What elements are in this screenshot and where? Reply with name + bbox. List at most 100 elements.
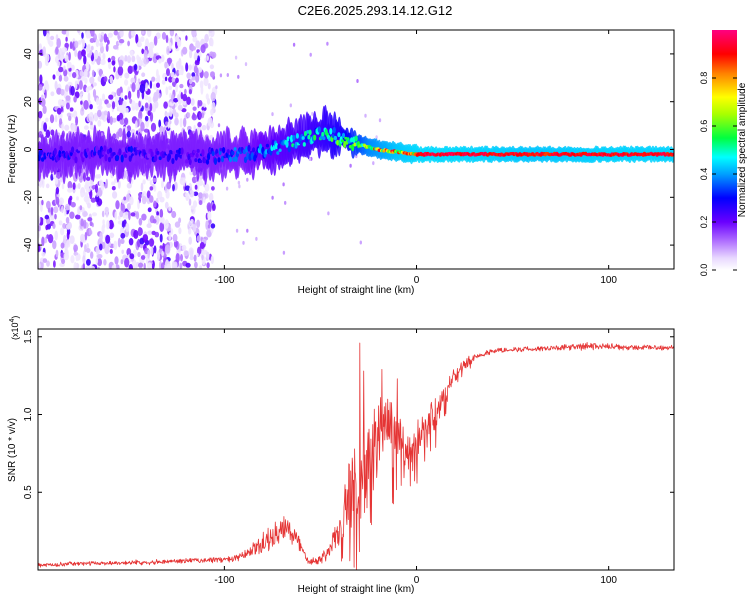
heat-noise-cell xyxy=(148,50,154,59)
heat-noise-cell xyxy=(131,82,136,93)
heat-noise-cell xyxy=(282,182,285,187)
heat-ridge-cell xyxy=(102,150,106,156)
heat-noise-cell xyxy=(74,40,79,49)
heat-noise-cell xyxy=(178,69,184,75)
heat-ridge-cell xyxy=(41,157,45,162)
heat-noise-cell xyxy=(69,41,73,50)
heat-ridge-cell xyxy=(247,144,251,152)
heat-ridge-cell xyxy=(321,131,325,137)
heat-ridge-cell xyxy=(228,156,233,163)
heat-noise-cell xyxy=(182,93,188,102)
heat-ridge-cell xyxy=(242,149,246,155)
heat-noise-cell xyxy=(198,180,204,186)
heat-noise-cell xyxy=(82,39,86,48)
heat-ridge-cell xyxy=(226,149,230,154)
heat-noise-cell xyxy=(161,79,166,85)
heat-noise-cell xyxy=(95,97,100,106)
heat-noise-cell xyxy=(206,229,212,238)
y-tick-label: 20 xyxy=(23,96,34,108)
heat-noise-cell xyxy=(143,57,149,65)
heat-noise-cell xyxy=(111,60,116,66)
heat-noise-cell xyxy=(375,135,378,140)
heat-noise-cell xyxy=(126,55,132,64)
heat-noise-cell xyxy=(55,196,60,205)
heat-noise-cell xyxy=(82,255,86,264)
heat-noise-cell xyxy=(76,196,79,201)
heat-noise-cell xyxy=(191,114,197,121)
heat-noise-cell xyxy=(61,205,64,214)
heat-noise-cell xyxy=(104,99,109,105)
heat-noise-cell xyxy=(47,234,54,244)
heat-noise-cell xyxy=(135,211,140,220)
heat-ridge-cell xyxy=(147,153,151,159)
heat-noise-cell xyxy=(115,200,120,210)
heat-noise-cell xyxy=(190,219,194,224)
heat-noise-cell xyxy=(156,211,160,216)
heat-noise-cell xyxy=(108,62,112,70)
heat-noise-cell xyxy=(180,30,186,33)
heat-noise-cell xyxy=(136,54,140,61)
heat-ridge-cell xyxy=(180,147,184,155)
heat-noise-cell xyxy=(196,219,201,228)
heat-noise-cell xyxy=(172,184,175,192)
heat-noise-cell xyxy=(55,172,61,179)
heat-noise-cell xyxy=(181,244,187,251)
heat-noise-cell xyxy=(112,191,118,199)
heat-noise-cell xyxy=(127,40,130,47)
heat-noise-cell xyxy=(63,75,69,82)
heat-noise-cell xyxy=(124,257,130,268)
heat-noise-cell xyxy=(73,96,77,103)
heat-noise-cell xyxy=(50,173,54,181)
heat-noise-cell xyxy=(104,183,107,189)
heat-noise-cell xyxy=(208,30,213,34)
heat-noise-cell xyxy=(159,233,163,243)
heat-ridge-cell xyxy=(58,149,62,158)
heat-noise-cell xyxy=(155,77,160,82)
heat-ridge-cell xyxy=(150,151,154,158)
heat-noise-cell xyxy=(116,88,122,97)
heat-noise-cell xyxy=(149,102,153,112)
heat-noise-cell xyxy=(138,262,144,268)
heat-noise-cell xyxy=(185,62,189,72)
heat-noise-cell xyxy=(121,249,124,254)
heat-noise-cell xyxy=(127,65,133,75)
heat-noise-cell xyxy=(141,48,145,55)
heat-noise-cell xyxy=(210,71,215,78)
heat-ridge-cell xyxy=(329,128,333,135)
heat-noise-cell xyxy=(44,236,48,244)
heat-noise-cell xyxy=(165,121,169,126)
heat-noise-cell xyxy=(143,49,148,60)
heat-noise-cell xyxy=(255,236,258,241)
heat-ridge-cell xyxy=(211,150,215,157)
heat-noise-cell xyxy=(74,49,78,58)
heat-noise-cell xyxy=(174,117,179,126)
heat-noise-cell xyxy=(43,122,47,132)
heat-noise-cell xyxy=(111,101,116,110)
heat-ridge-cell xyxy=(165,148,169,155)
heat-ridge-cell xyxy=(172,151,176,155)
snr-scale-factor: (x104) xyxy=(9,316,20,340)
heat-noise-cell xyxy=(69,107,74,112)
heat-noise-cell xyxy=(235,228,239,233)
heat-noise-cell xyxy=(146,190,151,199)
heat-noise-cell xyxy=(153,245,157,254)
heat-noise-cell xyxy=(219,73,223,78)
heat-noise-cell xyxy=(68,115,72,122)
heat-noise-cell xyxy=(226,73,229,77)
heat-noise-cell xyxy=(166,68,170,77)
heat-noise-cell xyxy=(164,219,169,229)
heat-noise-cell xyxy=(50,35,55,41)
heat-noise-cell xyxy=(61,30,68,35)
heat-noise-cell xyxy=(38,262,41,269)
heat-noise-cell xyxy=(165,86,169,96)
heat-noise-cell xyxy=(185,262,191,268)
heat-noise-cell xyxy=(178,227,182,235)
heat-noise-cell xyxy=(206,262,210,269)
heat-noise-cell xyxy=(211,186,215,191)
heat-noise-cell xyxy=(289,103,292,108)
heat-noise-cell xyxy=(175,253,180,263)
heat-noise-cell xyxy=(81,49,86,57)
heat-noise-cell xyxy=(179,262,183,269)
heat-ridge-cell xyxy=(104,154,108,162)
heat-noise-cell xyxy=(114,256,119,265)
